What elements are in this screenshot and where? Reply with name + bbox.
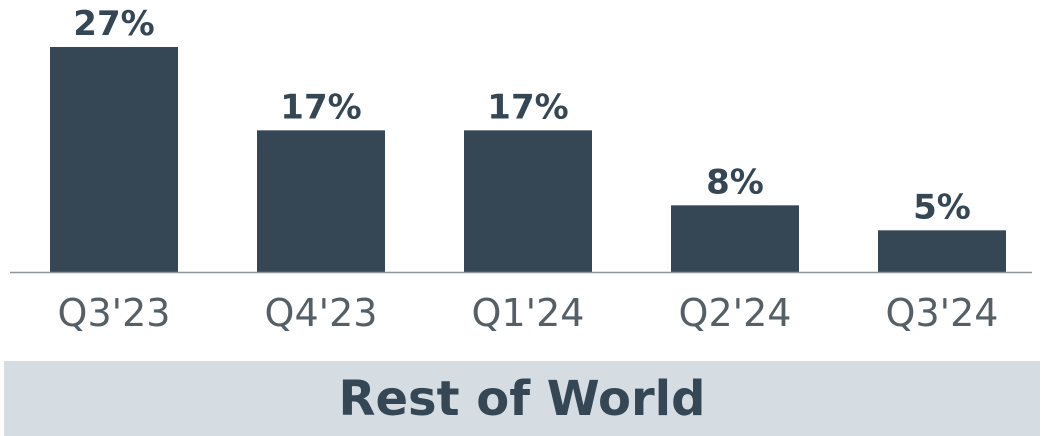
x-tick-label-2: Q4'23 [265,291,378,335]
region-banner: Rest of World [4,361,1040,436]
x-tick-label-4: Q2'24 [679,291,792,335]
x-tick-label-5: Q3'24 [886,291,999,335]
x-tick-label-3: Q1'24 [472,291,585,335]
bar-5 [878,230,1006,272]
value-label-3: 17% [487,87,568,127]
bar-1 [50,47,178,272]
value-labels-layer: 27% 17% 17% 8% 5% [73,4,971,227]
x-tick-label-1: Q3'23 [58,291,171,335]
tick-labels-layer: Q3'23 Q4'23 Q1'24 Q2'24 Q3'24 [58,291,999,335]
region-banner-label: Rest of World [338,370,706,427]
value-label-5: 5% [913,187,971,227]
bars-layer [50,47,1006,272]
value-label-4: 8% [706,162,764,202]
bar-4 [671,205,799,272]
value-label-1: 27% [73,4,154,44]
bar-2 [257,130,385,272]
bar-3 [464,130,592,272]
value-label-2: 17% [280,87,361,127]
